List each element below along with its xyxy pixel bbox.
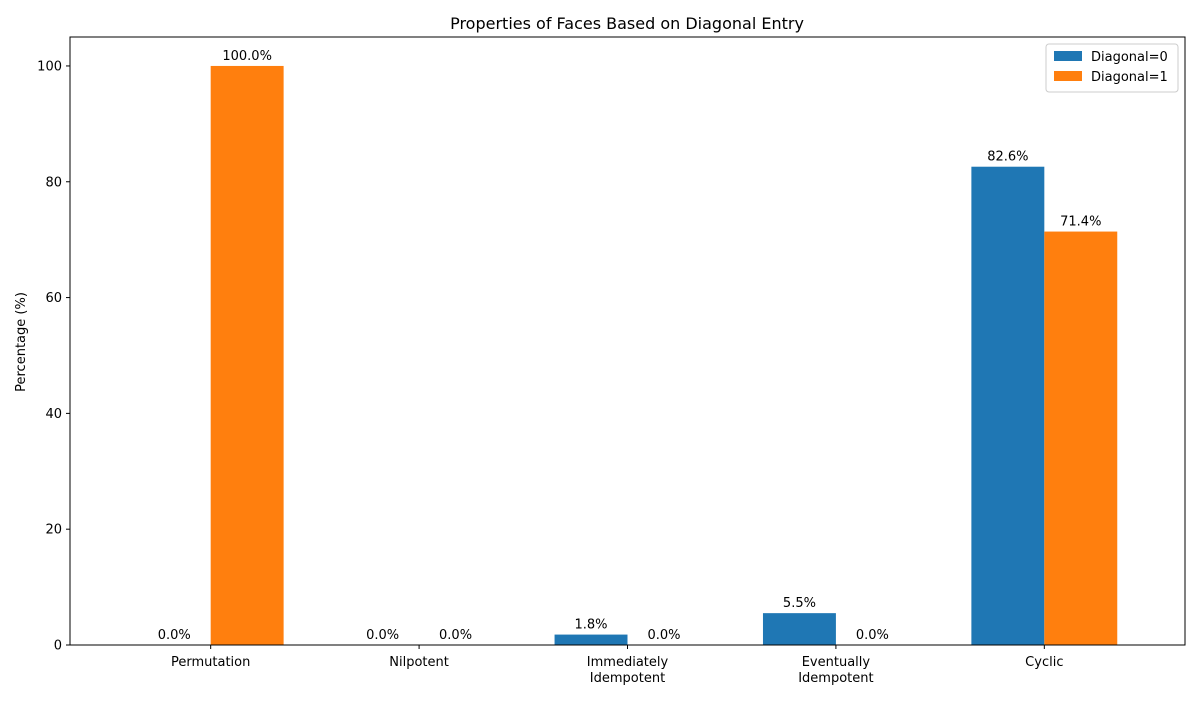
axes-layer: 0 20 40 60 80 100 Permutation Nilpotent Immediat… [37, 36, 1186, 686]
x-tick-label-line: Idempotent [590, 671, 665, 686]
bar [210, 65, 284, 645]
y-tick-label: 80 [45, 175, 62, 190]
legend: Diagonal=0 Diagonal=1 [1045, 43, 1179, 93]
x-tick-label-line: Permutation [171, 655, 250, 670]
bar-value-label: 0.0% [856, 628, 889, 643]
bar [971, 166, 1045, 645]
y-axis-label: Percentage (%) [14, 292, 29, 392]
y-tick-label: 0 [54, 639, 62, 654]
bar-value-label: 100.0% [222, 49, 272, 64]
bar-value-label: 0.0% [158, 628, 191, 643]
x-tick-label-line: Cyclic [1025, 655, 1063, 670]
legend-swatch [1054, 51, 1082, 61]
legend-label: Diagonal=1 [1091, 70, 1168, 85]
y-tick-label: 20 [45, 523, 62, 538]
bar-value-label: 5.5% [783, 596, 816, 611]
chart-title: Properties of Faces Based on Diagonal En… [450, 14, 804, 33]
legend-swatch [1054, 71, 1082, 81]
bar-value-label: 71.4% [1060, 215, 1101, 230]
x-tick-label-line: Immediately [587, 655, 669, 670]
x-tick-label: Permutation [171, 655, 250, 670]
bar [1044, 231, 1118, 645]
x-tick-label: Immediately Idempotent [587, 655, 669, 686]
bars-layer [210, 65, 1118, 645]
x-tick-label: Cyclic [1025, 655, 1063, 670]
x-tick-label: Eventually Idempotent [798, 655, 873, 686]
y-tick-label: 100 [37, 59, 62, 74]
x-tick-label-line: Idempotent [798, 671, 873, 686]
x-tick-label: Nilpotent [389, 655, 449, 670]
x-tick-label-line: Eventually [802, 655, 871, 670]
bar-value-label: 82.6% [987, 150, 1028, 165]
bar [762, 613, 836, 645]
y-tick-label: 60 [45, 291, 62, 306]
bar [554, 634, 628, 645]
y-tick-label: 40 [45, 407, 62, 422]
x-tick-label-line: Nilpotent [389, 655, 449, 670]
bar-value-label: 0.0% [366, 628, 399, 643]
legend-label: Diagonal=0 [1091, 50, 1168, 65]
bar-value-label: 0.0% [439, 628, 472, 643]
bar-value-label: 0.0% [647, 628, 680, 643]
bar-value-label: 1.8% [575, 618, 608, 633]
value-labels-layer: 0.0% 0.0% 1.8% 5.5% 82.6% 100.0% 0.0% 0.0% 0.0% 7… [158, 49, 1102, 643]
